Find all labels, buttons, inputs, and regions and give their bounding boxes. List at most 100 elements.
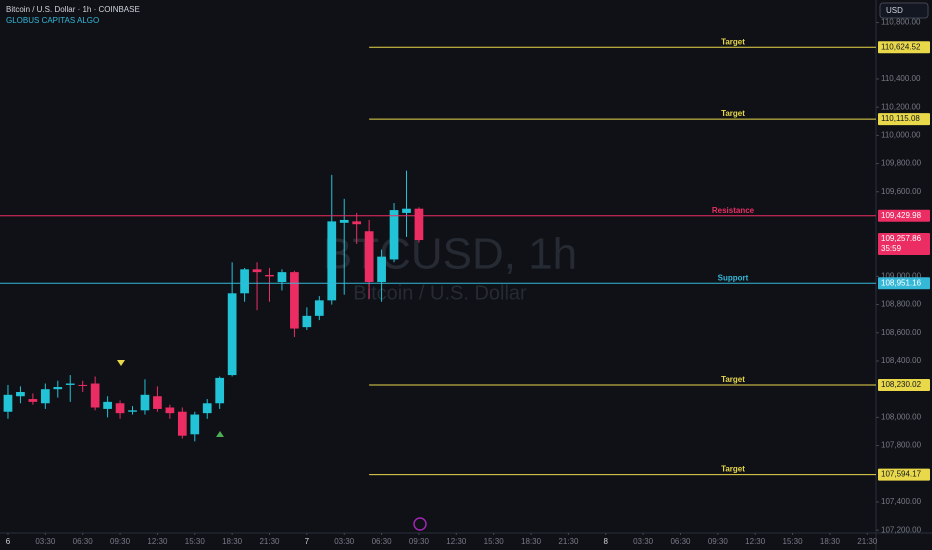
x-tick-label: 15:30 (185, 537, 206, 546)
level-price-label: 108,951.16 (881, 278, 922, 287)
watermark-sub: Bitcoin / U.S. Dollar (353, 282, 527, 304)
x-tick-label: 15:30 (484, 537, 505, 546)
level-price-tag (878, 209, 930, 222)
candle-body (115, 403, 125, 414)
x-tick-label: 21:30 (558, 537, 579, 546)
x-tick-label: 12:30 (147, 537, 168, 546)
level-price-tag (878, 113, 930, 126)
candle-body (302, 315, 312, 328)
y-tick-label: 108,800.00 (881, 300, 922, 309)
candle-body (103, 401, 112, 409)
y-tick-label: 108,400.00 (881, 356, 922, 365)
candle-body (290, 272, 299, 329)
level-name: Target (721, 375, 745, 384)
level-name: Support (718, 273, 749, 282)
currency-button[interactable] (879, 2, 929, 19)
level-price-label: 110,624.52 (881, 42, 921, 51)
x-tick-label: 18:30 (820, 537, 841, 546)
candle-body (177, 411, 187, 436)
x-tick-label: 18:30 (222, 537, 243, 546)
currency-label[interactable]: USD (886, 6, 903, 15)
candle-body (40, 389, 50, 404)
last-price-label: 109,257.86 (881, 234, 922, 243)
candle-body (3, 394, 13, 412)
level-price-label: 110,115.08 (881, 114, 920, 123)
candle-body (314, 300, 324, 316)
x-tick-label: 09:30 (708, 537, 729, 546)
buy-signal (216, 431, 224, 437)
candle-body (402, 208, 411, 213)
last-price-tag (878, 233, 930, 256)
indicator-name: GLOBUS CAPITAS ALGO (6, 16, 99, 25)
candle-body (327, 221, 337, 301)
candle-body (377, 256, 386, 283)
y-tick-label: 109,000.00 (881, 271, 922, 280)
x-tick-label: 18:30 (521, 537, 542, 546)
candle-body (16, 391, 25, 397)
candle-body (240, 269, 249, 294)
y-tick-label: 110,200.00 (881, 102, 921, 111)
candle-body (128, 410, 137, 412)
level-price-tag (878, 41, 930, 54)
candle-body (252, 269, 262, 273)
level-name: Target (721, 465, 745, 474)
x-tick-label: 7 (305, 537, 310, 546)
x-tick-label: 8 (604, 537, 609, 546)
candle-body (28, 399, 38, 402)
sell-signal (117, 360, 125, 366)
x-tick-label: 03:30 (35, 537, 56, 546)
y-tick-label: 110,800.00 (881, 18, 921, 27)
candle-body (277, 272, 287, 283)
x-tick-label: 12:30 (446, 537, 467, 546)
x-tick-label: 06:30 (73, 537, 94, 546)
y-tick-label: 110,000.00 (881, 130, 921, 139)
x-tick-label: 21:30 (259, 537, 280, 546)
x-tick-label: 03:30 (334, 537, 355, 546)
candle-body (352, 221, 362, 225)
candle-body (414, 208, 424, 241)
level-price-label: 108,230.02 (881, 380, 922, 389)
y-tick-label: 109,600.00 (881, 187, 922, 196)
x-tick-label: 12:30 (745, 537, 766, 546)
event-icon[interactable] (413, 517, 427, 531)
y-tick-label: 107,200.00 (881, 525, 922, 534)
level-name: Target (721, 37, 745, 46)
bar-countdown: 35:59 (881, 244, 902, 253)
level-price-tag (878, 468, 930, 481)
y-tick-label: 107,400.00 (881, 497, 922, 506)
y-tick-label: 108,000.00 (881, 412, 922, 421)
candle-body (339, 219, 349, 223)
candle-body (165, 407, 175, 414)
level-name: Resistance (712, 206, 755, 215)
y-tick-label: 107,800.00 (881, 441, 922, 450)
candle-body (53, 387, 63, 390)
candle-body (364, 231, 374, 283)
candle-body (153, 396, 162, 409)
level-price-label: 109,429.98 (881, 211, 922, 220)
watermark: BTCUSD, 1h (323, 230, 577, 279)
candle-body (215, 377, 225, 404)
level-price-tag (878, 378, 930, 391)
candle-body (65, 383, 75, 385)
y-tick-label: 109,800.00 (881, 159, 922, 168)
x-tick-label: 06:30 (670, 537, 691, 546)
candle-body (389, 210, 399, 260)
candle-body (140, 394, 150, 411)
candle-body (227, 293, 237, 376)
x-tick-label: 09:30 (110, 537, 131, 546)
candle-body (202, 403, 212, 414)
x-tick-label: 03:30 (633, 537, 654, 546)
symbol-title: Bitcoin / U.S. Dollar · 1h · COINBASE (6, 5, 140, 14)
x-tick-label: 21:30 (857, 537, 878, 546)
y-tick-label: 110,400.00 (881, 74, 921, 83)
x-tick-label: 09:30 (409, 537, 430, 546)
x-tick-label: 06:30 (372, 537, 393, 546)
level-price-tag (878, 277, 930, 290)
x-tick-label: 6 (6, 537, 11, 546)
candle-body (190, 414, 200, 435)
level-price-label: 107,594.17 (881, 470, 922, 479)
x-tick-label: 15:30 (783, 537, 804, 546)
y-tick-label: 108,600.00 (881, 328, 922, 337)
